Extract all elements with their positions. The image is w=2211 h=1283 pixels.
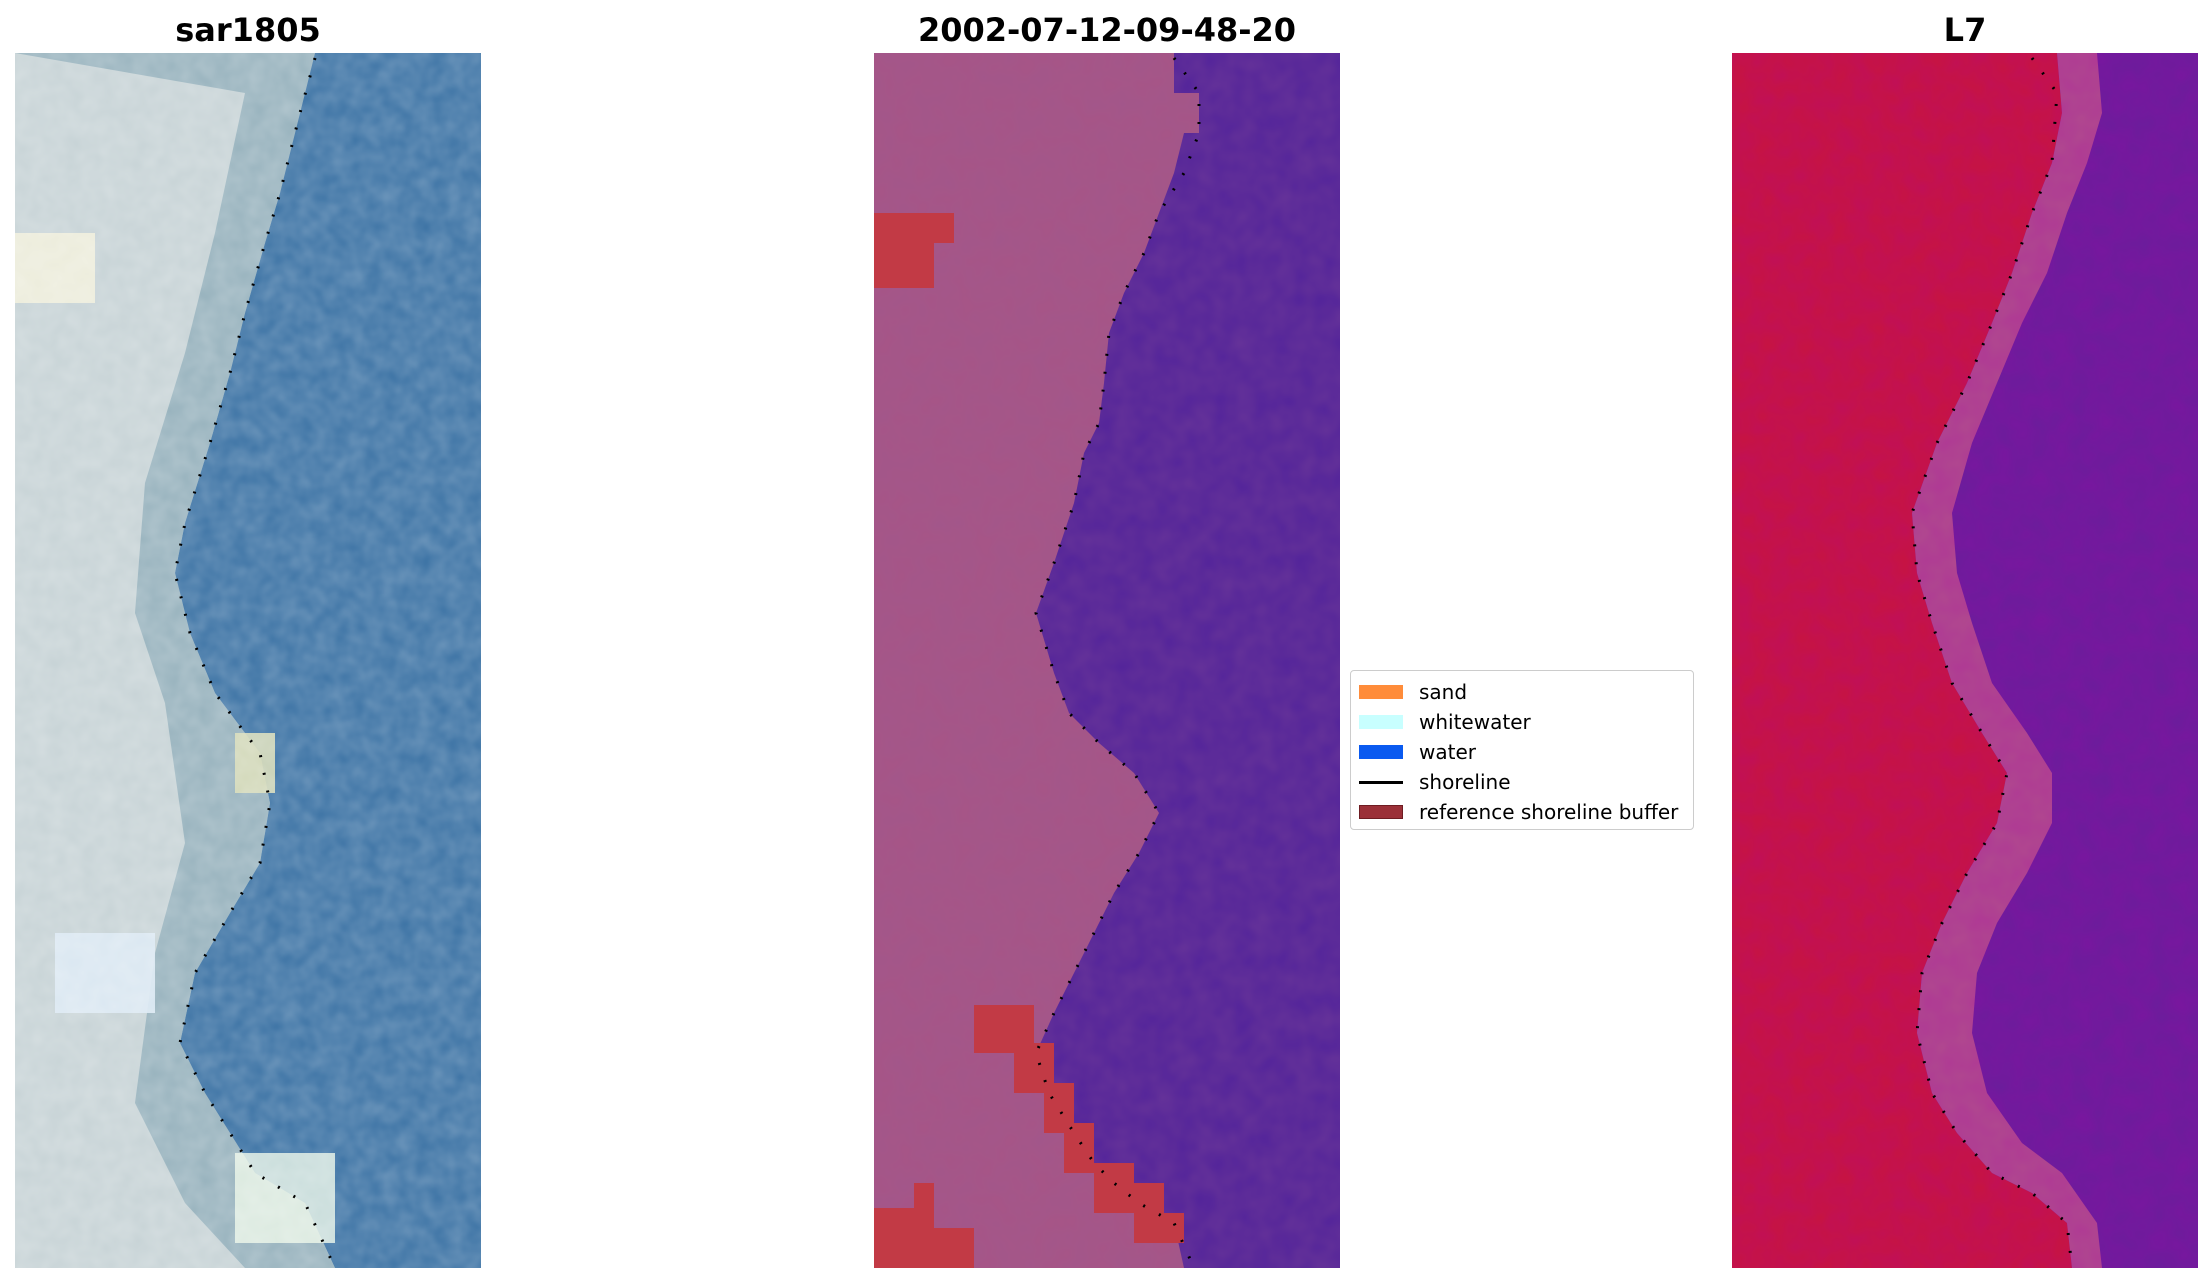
legend-label-buffer: reference shoreline buffer	[1419, 800, 1679, 824]
water-swatch	[1359, 745, 1403, 759]
legend-item-shoreline: shoreline	[1359, 767, 1685, 797]
legend: sand whitewater water shoreline referenc…	[1350, 670, 1694, 830]
legend-label-water: water	[1419, 740, 1476, 764]
panel-title-index: L7	[1943, 11, 1987, 49]
classified-image	[874, 53, 1340, 1268]
panel-title-classified: 2002-07-12-09-48-20	[917, 11, 1297, 49]
buffer-swatch	[1359, 805, 1403, 819]
legend-item-buffer: reference shoreline buffer	[1359, 797, 1685, 827]
sar-image	[15, 53, 481, 1268]
classified-image-panel	[874, 53, 1340, 1268]
whitewater-swatch	[1359, 715, 1403, 729]
legend-label-shoreline: shoreline	[1419, 770, 1511, 794]
legend-item-whitewater: whitewater	[1359, 707, 1685, 737]
sand-swatch	[1359, 685, 1403, 699]
panel-title-sar: sar1805	[175, 11, 321, 49]
legend-item-sand: sand	[1359, 677, 1685, 707]
legend-label-sand: sand	[1419, 680, 1468, 704]
shoreline-line-swatch	[1359, 780, 1403, 784]
index-image-panel	[1732, 53, 2198, 1268]
sar-image-panel	[15, 53, 481, 1268]
legend-item-water: water	[1359, 737, 1685, 767]
legend-label-whitewater: whitewater	[1419, 710, 1531, 734]
index-image	[1732, 53, 2198, 1268]
